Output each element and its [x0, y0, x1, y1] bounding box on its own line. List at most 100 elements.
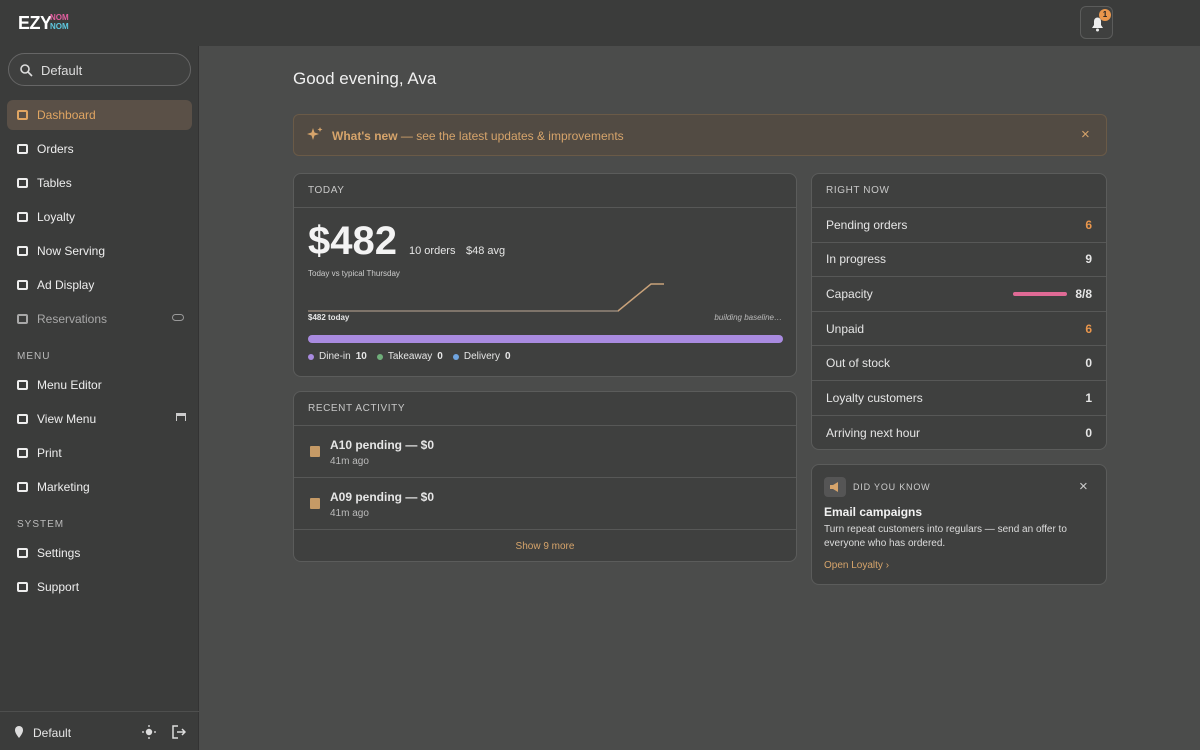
nav-icon — [17, 414, 28, 424]
legend-name: Takeaway — [387, 351, 433, 362]
banner-close[interactable]: × — [1081, 126, 1090, 143]
status-row: Out of stock 0 — [812, 346, 1106, 381]
nav-item[interactable]: Tables — [7, 168, 192, 198]
status-value-wrap: 0 — [1085, 426, 1092, 440]
status-label: Pending orders — [826, 217, 908, 232]
megaphone-icon — [824, 477, 846, 497]
today-label: $482 today — [308, 313, 350, 322]
nav-item[interactable]: View Menu — [7, 404, 192, 434]
notification-badge: 1 — [1099, 9, 1111, 21]
theme-button[interactable] — [142, 725, 156, 739]
nav-icon — [17, 280, 28, 290]
card-header: RIGHT NOW — [812, 174, 1106, 208]
status-label: Capacity — [826, 286, 873, 301]
nav-item[interactable]: Print — [7, 438, 192, 468]
tip-card: DID YOU KNOW × Email campaigns Turn repe… — [811, 464, 1107, 585]
nav-label: Now Serving — [37, 244, 106, 258]
nav-icon — [17, 178, 28, 188]
nav-icon — [17, 246, 28, 256]
nav-label: Support — [37, 580, 80, 594]
activity-title: A10 pending — $0 — [330, 438, 435, 452]
legend-name: Delivery — [463, 351, 500, 362]
status-row: Loyalty customers 1 — [812, 381, 1106, 416]
nav-item[interactable]: Reservations — [7, 304, 192, 334]
status-label: Arriving next hour — [826, 425, 921, 440]
activity-item[interactable]: A09 pending — $0 41m ago — [294, 478, 796, 530]
nav-heading: SYSTEM — [17, 518, 65, 530]
legend-dot — [308, 353, 314, 360]
view-icon — [176, 413, 186, 421]
status-label: Unpaid — [826, 321, 865, 336]
nav-item[interactable]: Loyalty — [7, 202, 192, 232]
location-icon — [15, 726, 23, 738]
logo-accent: NOM NOM — [50, 13, 69, 31]
tip-text: Turn repeat customers into regulars — se… — [824, 524, 1067, 549]
nav-heading: MENU — [17, 350, 51, 362]
legend-entry: Dine-in 10 — [308, 351, 367, 362]
nav-label: Marketing — [37, 480, 90, 494]
nav-label: View Menu — [37, 412, 97, 426]
status-label: Loyalty customers — [826, 390, 923, 405]
legend-entry: Delivery 0 — [452, 351, 511, 362]
nav-item[interactable]: Now Serving — [7, 236, 192, 266]
notifications-button[interactable]: 1 — [1080, 6, 1113, 39]
banner-text: What's new — see the latest updates & im… — [332, 129, 624, 143]
legend-name: Dine-in — [319, 351, 351, 362]
tip-close[interactable]: × — [1079, 478, 1088, 495]
show-more[interactable]: Show 9 more — [515, 541, 575, 552]
nav-item[interactable]: Support — [7, 572, 192, 602]
search-icon — [20, 64, 33, 77]
nav-item[interactable]: Orders — [7, 134, 192, 164]
sidebar-footer: Default — [0, 711, 199, 750]
activity-list: A10 pending — $0 41m ago A09 pending — $0 4… — [294, 426, 796, 530]
status-value: 9 — [1085, 252, 1092, 267]
status-label: Out of stock — [826, 356, 891, 371]
location-label: Default — [33, 726, 72, 740]
legend-value: 0 — [504, 351, 511, 362]
nav-label: Settings — [37, 546, 81, 560]
status-value-wrap: 6 — [1085, 322, 1092, 336]
sparkline — [308, 283, 664, 312]
nav-label: Loyalty — [37, 210, 76, 224]
status-value-wrap: 6 — [1085, 218, 1092, 232]
tip-link[interactable]: Open Loyalty › — [824, 560, 890, 571]
activity-time: 41m ago — [330, 456, 369, 467]
nav-item[interactable]: Marketing — [7, 472, 192, 502]
logout-button[interactable] — [172, 725, 186, 739]
nav-label: Reservations — [37, 312, 108, 326]
status-value: 0 — [1085, 425, 1092, 440]
logo-accent-line: NOM — [50, 13, 69, 22]
activity-item[interactable]: A10 pending — $0 41m ago — [294, 426, 796, 478]
order-icon — [310, 498, 320, 509]
order-icon — [310, 446, 320, 457]
compare-label: Today vs typical Thursday — [308, 269, 400, 278]
nav-item[interactable]: Settings — [7, 538, 192, 568]
card-header: RECENT ACTIVITY — [294, 392, 796, 426]
status-label: In progress — [826, 252, 887, 267]
nav-item[interactable]: Dashboard — [7, 100, 192, 130]
logo: EZY — [18, 13, 52, 33]
status-row: Arriving next hour 0 — [812, 416, 1106, 449]
today-card: TODAY $482 10 orders $48 avg Today vs ty… — [293, 173, 797, 377]
nav-item[interactable]: Ad Display — [7, 270, 192, 300]
legend-dot — [452, 353, 459, 360]
search-box[interactable]: Default — [8, 53, 191, 86]
legend-value: 10 — [355, 351, 367, 362]
bell-icon — [1092, 17, 1103, 32]
sidebar: Default Dashboard Orders Tables Loyalty Now … — [0, 46, 199, 750]
nav-item[interactable]: Menu Editor — [7, 370, 192, 400]
activity-title: A09 pending — $0 — [330, 490, 435, 504]
status-list: Pending orders 6 In progress 9 Capacity 8/8 Un… — [812, 208, 1106, 449]
toggle-icon — [172, 314, 184, 321]
status-value-wrap: 8/8 — [1013, 287, 1092, 301]
nav-icon — [17, 212, 28, 222]
nav-label: Print — [37, 446, 62, 460]
channel-legend: Dine-in 10 Takeaway 0 Delivery 0 — [308, 351, 511, 362]
status-row: Capacity 8/8 — [812, 277, 1106, 312]
nav-icon — [17, 582, 28, 592]
status-value: 1 — [1085, 390, 1092, 405]
nav-icon — [17, 482, 28, 492]
search-placeholder: Default — [41, 63, 83, 78]
whats-new-banner[interactable]: What's new — see the latest updates & im… — [293, 114, 1107, 156]
legend-value: 0 — [437, 351, 443, 362]
